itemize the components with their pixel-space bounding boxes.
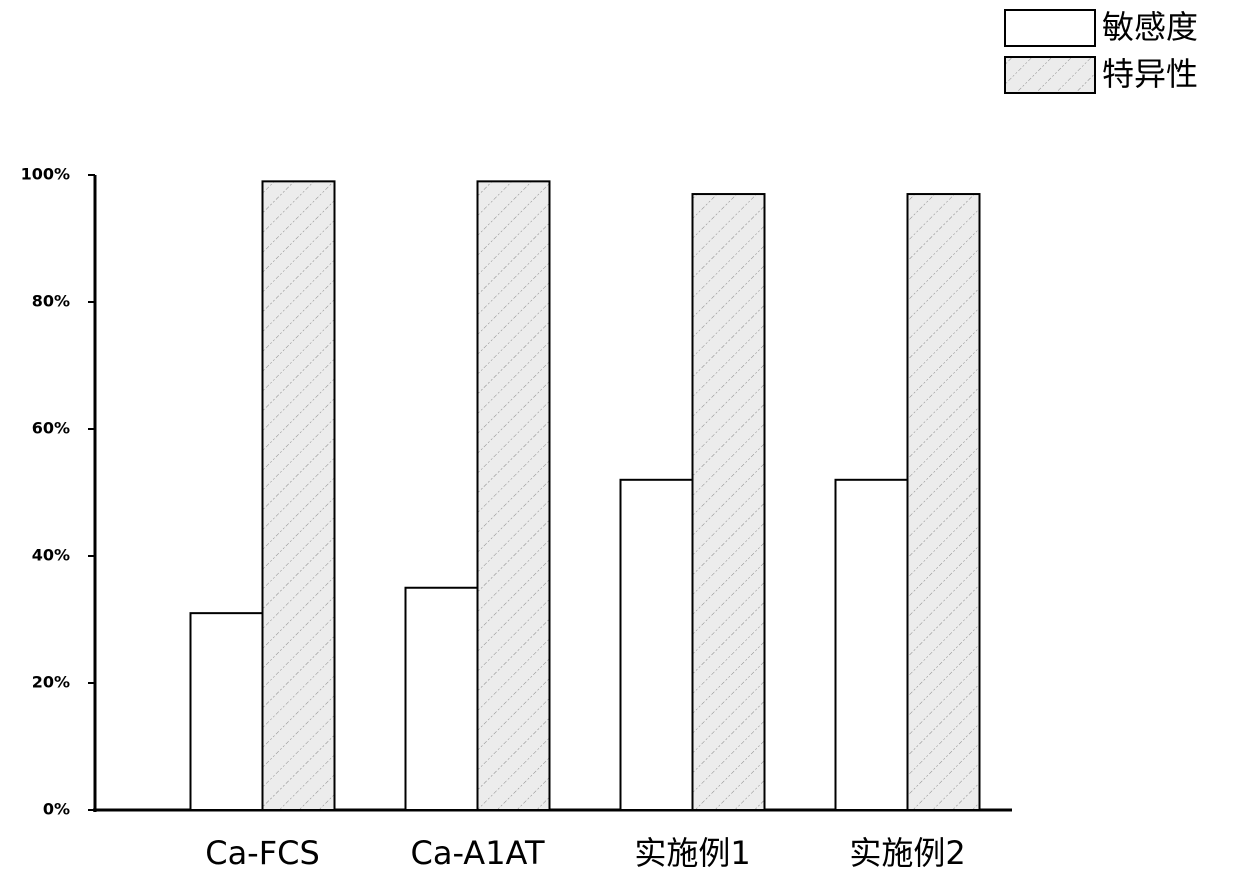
chart: 0% 20% 40% 60% 80% 100% Ca-FCS Ca-A1AT 实施例1 实施例2 敏… — [0, 0, 1240, 884]
y-tick-label: 60% — [32, 419, 70, 438]
bar — [478, 181, 550, 810]
x-tick-label: Ca-FCS — [205, 834, 320, 872]
bar — [836, 480, 908, 810]
bar — [693, 194, 765, 810]
y-tick-label: 40% — [32, 546, 70, 565]
y-tick-label: 100% — [21, 165, 70, 184]
x-tick-label: 实施例2 — [849, 834, 965, 872]
y-tick-label: 80% — [32, 292, 70, 311]
bar — [621, 480, 693, 810]
x-tick-label: Ca-A1AT — [411, 834, 545, 872]
x-tick-label: 实施例1 — [634, 834, 750, 872]
bar — [406, 588, 478, 810]
legend-label: 特异性 — [1102, 55, 1198, 93]
legend-label: 敏感度 — [1102, 8, 1198, 46]
bar — [908, 194, 980, 810]
y-tick-label: 0% — [43, 800, 70, 819]
y-tick-label: 20% — [32, 673, 70, 692]
legend-swatch — [1005, 57, 1095, 93]
bar — [191, 613, 263, 810]
legend-swatch — [1005, 10, 1095, 46]
bar — [263, 181, 335, 810]
